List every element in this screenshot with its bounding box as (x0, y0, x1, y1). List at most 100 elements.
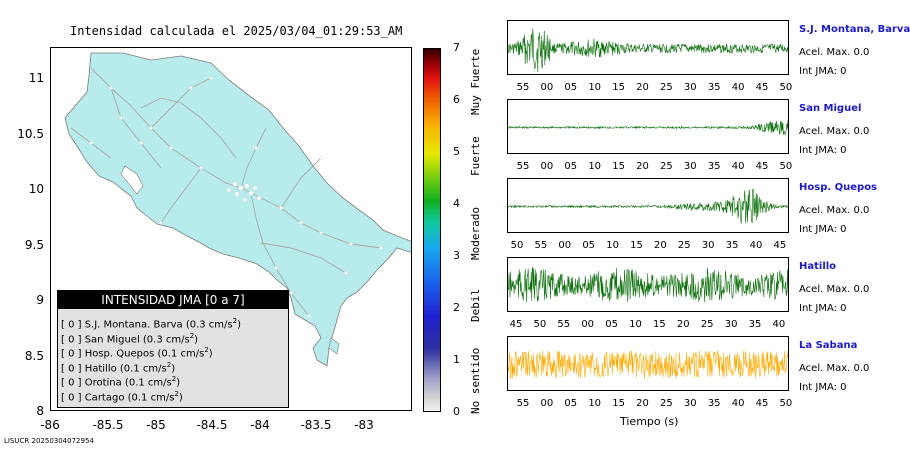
legend-level: [ 0 ] (61, 391, 85, 403)
time-tick-label: 40 (749, 240, 763, 251)
station-jma-intensity: Int JMA: 0 (799, 66, 847, 77)
station-max-accel: Acel. Max. 0.0 (799, 205, 870, 216)
time-tick-label: 40 (772, 319, 786, 330)
station-name: Hatillo (799, 261, 837, 272)
time-tick-label: 55 (516, 161, 530, 172)
colorbar-intensity-name: Muy Fuerte (469, 48, 482, 115)
time-tick-label: 10 (606, 240, 619, 251)
time-tick-label: 35 (707, 161, 721, 172)
station-name: San Miguel (799, 103, 862, 114)
nicoya-gulf (120, 165, 144, 195)
legend-level: [ 0 ] (61, 333, 85, 345)
legend-station: S.J. Montana. Barva (0.3 cm/s (84, 319, 233, 331)
time-tick-label: 30 (701, 240, 715, 251)
colorbar-tick-label: 6 (453, 93, 460, 106)
station-jma-intensity: Int JMA: 0 (799, 224, 847, 235)
legend-station: Orotina (0.1 cm/s (84, 377, 172, 389)
legend-row: [ 0 ] Cartago (0.1 cm/s2) (61, 389, 183, 403)
station-name: S.J. Montana, Barva (799, 24, 910, 35)
time-tick-label: 05 (564, 161, 578, 172)
station-max-accel: Acel. Max. 0.0 (799, 363, 870, 374)
legend-station: Cartago (0.1 cm/s (84, 391, 175, 403)
time-tick-label: 55 (534, 240, 548, 251)
time-tick-label: 15 (612, 398, 625, 409)
legend-row: [ 0 ] San Miguel (0.3 cm/s2) (61, 331, 199, 345)
station-max-accel: Acel. Max. 0.0 (799, 47, 870, 58)
time-tick-label: 20 (636, 398, 649, 409)
time-tick-label: 50 (779, 82, 793, 93)
time-tick-label: 45 (755, 82, 769, 93)
seismogram-trace (508, 28, 788, 73)
legend-row: [ 0 ] S.J. Montana. Barva (0.3 cm/s2) (61, 317, 241, 331)
time-tick-label: 25 (660, 161, 673, 172)
seismogram-trace (508, 188, 788, 224)
seismogram-panel[interactable] (507, 336, 789, 391)
legend-station: San Miguel (0.3 cm/s (84, 333, 190, 345)
station-name: La Sabana (799, 340, 858, 351)
legend-title: INTENSIDAD JMA [0 a 7] (58, 291, 288, 309)
time-tick-label: 30 (683, 82, 697, 93)
y-tick-label: 9 (36, 293, 44, 307)
time-tick-label: 25 (660, 398, 673, 409)
time-tick-label: 20 (654, 240, 667, 251)
y-tick-label: 10 (28, 182, 44, 196)
time-tick-label: 10 (588, 161, 602, 172)
time-tick-label: 50 (779, 398, 793, 409)
costa-rica-map (64, 52, 411, 367)
station-max-accel: Acel. Max. 0.0 (799, 126, 870, 137)
x-tick-label: -84.5 (196, 418, 228, 432)
seismogram-panel[interactable] (507, 99, 789, 154)
colorbar-tick-label: 2 (453, 301, 460, 314)
time-tick-label: 25 (700, 319, 714, 330)
time-tick-label: 40 (731, 398, 745, 409)
time-tick-label: 15 (612, 82, 625, 93)
seismogram-trace (508, 120, 788, 135)
x-tick-label: -84 (250, 418, 270, 432)
colorbar-intensity-name: Fuerte (469, 136, 482, 176)
legend-level: [ 0 ] (61, 348, 85, 360)
legend-row: [ 0 ] Hatillo (0.1 cm/s2) (61, 360, 176, 374)
seismogram-panel[interactable] (507, 257, 789, 312)
time-tick-label: 35 (707, 398, 721, 409)
time-tick-label: 25 (660, 82, 673, 93)
time-tick-label: 45 (509, 319, 523, 330)
y-tick-label: 8 (36, 404, 44, 418)
colorbar-tick-label: 7 (453, 41, 460, 54)
time-tick-label: 35 (707, 82, 721, 93)
station-name: Hosp. Quepos (799, 182, 878, 193)
colorbar-intensity-name: No sentido (469, 347, 482, 414)
time-tick-label: 05 (605, 319, 618, 330)
time-tick-label: 10 (588, 398, 602, 409)
y-tick-label: 9.5 (24, 238, 44, 252)
time-tick-label: 40 (731, 161, 745, 172)
time-tick-label: 05 (582, 240, 596, 251)
y-tick-label: 10.5 (17, 127, 44, 141)
time-axis-label: Tiempo (s) (620, 415, 679, 428)
colorbar-intensity-name: Moderado (469, 207, 482, 260)
time-tick-label: 55 (516, 398, 530, 409)
seismogram-panel[interactable] (507, 178, 789, 233)
time-tick-row: 50 55 00 05 10 15 20 25 30 35 40 45 (505, 240, 791, 254)
time-tick-label: 20 (676, 319, 690, 330)
colorbar-tick-label: 3 (453, 249, 460, 262)
time-tick-label: 00 (558, 240, 572, 251)
colorbar-tick-label: 5 (453, 145, 460, 158)
time-tick-label: 30 (683, 161, 697, 172)
time-tick-row: 55 00 05 10 15 20 25 30 35 40 45 50 (505, 161, 793, 175)
time-tick-row: 55 00 05 10 15 20 25 30 35 40 45 50 (505, 82, 793, 96)
time-tick-label: 00 (540, 82, 554, 93)
time-tick-label: 10 (629, 319, 642, 330)
seismogram-panel[interactable] (507, 20, 789, 75)
station-jma-intensity: Int JMA: 0 (799, 382, 847, 393)
map-title: Intensidad calculada el 2025/03/04_01:29… (70, 24, 403, 38)
footer-id: LISUCR 20250304072954 (4, 437, 94, 445)
time-tick-label: 50 (779, 161, 793, 172)
time-tick-row: 45 50 55 00 05 10 15 20 25 30 35 40 (505, 319, 791, 333)
station-max-accel: Acel. Max. 0.0 (799, 284, 870, 295)
time-tick-label: 55 (516, 82, 530, 93)
x-tick-label: -86 (40, 418, 60, 432)
y-tick-label: 8.5 (24, 349, 44, 363)
seismogram-trace (508, 350, 788, 379)
x-tick-label: -85.5 (92, 418, 124, 432)
time-tick-label: 25 (677, 240, 691, 251)
